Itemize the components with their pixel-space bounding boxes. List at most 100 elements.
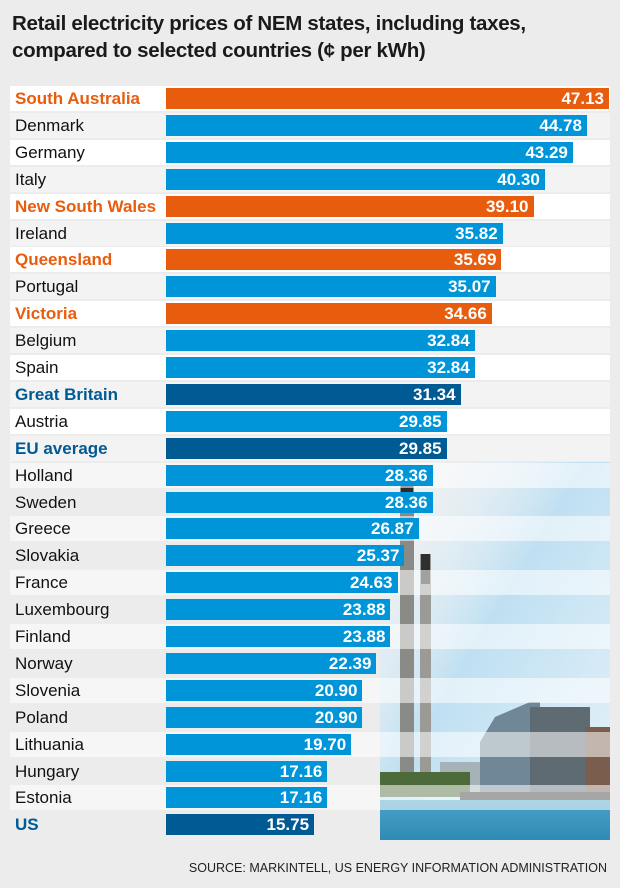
category-label: Luxembourg <box>15 600 110 620</box>
value-label: 35.69 <box>453 250 497 270</box>
value-label: 23.88 <box>342 627 386 646</box>
category-label: Italy <box>15 169 47 189</box>
bar: 40.30 <box>166 168 545 190</box>
bar: 35.07 <box>166 276 496 298</box>
value-label: 17.16 <box>279 788 323 808</box>
bar: 15.75 <box>166 814 315 836</box>
bar: 23.88 <box>166 626 391 647</box>
category-label: Finland <box>15 627 71 646</box>
bar-row: Finland 23.88 <box>10 624 610 649</box>
value-label: 20.90 <box>314 680 358 700</box>
bar-row: Hungary 17.16 <box>10 759 610 784</box>
bar-row: Spain 32.84 <box>10 355 610 380</box>
bar: 31.34 <box>166 383 461 405</box>
bar: 43.29 <box>166 141 573 163</box>
category-label: Slovenia <box>15 680 81 700</box>
value-label: 29.85 <box>399 411 442 431</box>
bar-row: Portugal 35.07 <box>10 274 610 300</box>
value-label: 39.10 <box>485 196 529 216</box>
value-label: 28.36 <box>385 465 428 485</box>
category-label: Victoria <box>15 304 78 324</box>
value-label: 32.84 <box>427 358 470 377</box>
bar: 44.78 <box>166 114 587 136</box>
bar-row: Sweden 28.36 <box>10 490 610 515</box>
value-label: 17.16 <box>279 761 323 781</box>
value-label: 25.37 <box>356 546 400 566</box>
category-label: Estonia <box>15 788 72 808</box>
value-label: 35.07 <box>448 277 491 297</box>
category-label: Spain <box>15 358 59 377</box>
bar-row: South Australia 47.13 <box>10 86 610 111</box>
bar: 32.84 <box>166 357 475 378</box>
value-label: 34.66 <box>444 304 487 324</box>
value-label: 43.29 <box>525 142 568 162</box>
bar-row: Norway 22.39 <box>10 651 610 676</box>
category-label: Austria <box>15 411 68 431</box>
category-label: Holland <box>15 465 73 485</box>
category-label: Sweden <box>15 492 77 512</box>
bar: 34.66 <box>166 303 492 325</box>
bar: 28.36 <box>166 464 433 486</box>
value-label: 26.87 <box>371 519 414 539</box>
bar: 32.84 <box>166 330 475 352</box>
bar-row: Holland 28.36 <box>10 462 610 488</box>
bar-row: Great Britain 31.34 <box>10 381 610 407</box>
bar: 29.85 <box>166 410 447 432</box>
value-label: 20.90 <box>314 707 358 727</box>
value-label: 28.36 <box>385 492 428 512</box>
value-label: 15.75 <box>266 815 310 835</box>
category-label: South Australia <box>15 89 140 108</box>
value-label: 44.78 <box>539 115 582 135</box>
value-label: 32.84 <box>427 331 470 351</box>
category-label: Norway <box>15 653 73 673</box>
category-label: Great Britain <box>15 384 118 404</box>
category-label: Hungary <box>15 761 80 781</box>
bar-row: Estonia 17.16 <box>10 785 610 811</box>
category-label: Slovakia <box>15 546 80 566</box>
bar: 39.10 <box>166 195 534 217</box>
bar-row: Germany 43.29 <box>10 139 610 165</box>
bar: 23.88 <box>166 599 391 621</box>
value-label: 47.13 <box>561 89 604 108</box>
category-label: EU average <box>15 438 108 458</box>
bar: 25.37 <box>166 545 405 567</box>
category-label: US <box>15 815 39 835</box>
bar-row: Austria 29.85 <box>10 408 610 434</box>
value-label: 35.82 <box>455 223 498 243</box>
value-label: 40.30 <box>497 169 540 189</box>
bar-row: Denmark 44.78 <box>10 112 610 138</box>
category-label: Lithuania <box>15 734 85 754</box>
category-label: France <box>15 573 68 593</box>
category-label: Denmark <box>15 115 84 135</box>
bar-row: Luxembourg 23.88 <box>10 597 610 622</box>
bar: 20.90 <box>166 679 363 701</box>
bar-row: New South Wales 39.10 <box>10 193 610 219</box>
bar: 35.82 <box>166 222 503 244</box>
value-label: 22.39 <box>328 653 372 673</box>
value-label: 29.85 <box>399 438 442 458</box>
bar-row: Slovenia 20.90 <box>10 677 610 703</box>
bar: 47.13 <box>166 88 609 109</box>
bar-row: Ireland 35.82 <box>10 220 610 246</box>
bar-row: Queensland 35.69 <box>10 247 610 273</box>
value-label: 19.70 <box>303 734 347 754</box>
bar-row: Lithuania 19.70 <box>10 731 610 757</box>
bar-row: Slovakia 25.37 <box>10 543 610 568</box>
bar-row: Italy 40.30 <box>10 166 610 192</box>
bar-row: Poland 20.90 <box>10 705 610 730</box>
bar-row: EU average 29.85 <box>10 435 610 461</box>
category-label: Ireland <box>15 223 67 243</box>
category-label: New South Wales <box>15 196 157 216</box>
bar-row: Greece 26.87 <box>10 516 610 542</box>
category-label: Portugal <box>15 277 79 297</box>
bar: 17.16 <box>166 760 328 782</box>
bar-row: US 15.75 <box>10 812 610 837</box>
category-label: Queensland <box>15 250 113 270</box>
bar: 17.16 <box>166 787 328 809</box>
bar-row: Victoria 34.66 <box>10 301 610 327</box>
bar-row: France 24.63 <box>10 570 610 596</box>
bar: 22.39 <box>166 652 377 674</box>
bar: 24.63 <box>166 572 398 594</box>
bar: 26.87 <box>166 518 419 540</box>
bar: 29.85 <box>166 437 447 459</box>
